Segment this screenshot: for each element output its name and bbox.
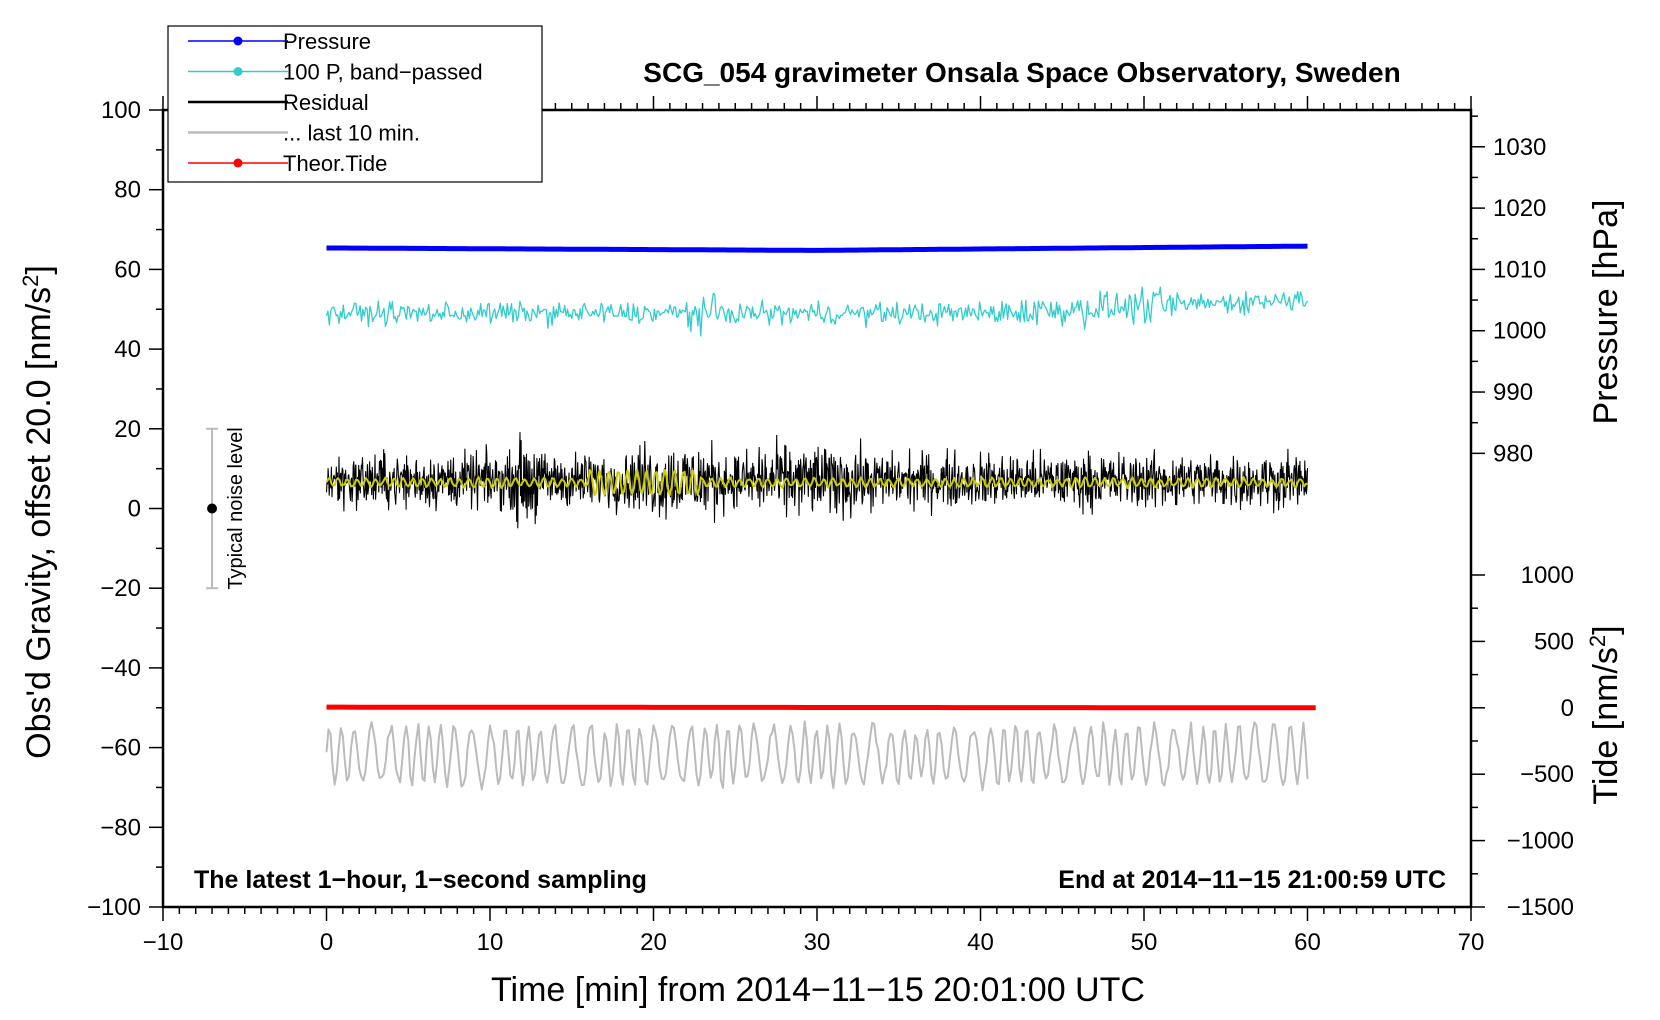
noise-level-label: Typical noise level: [225, 427, 247, 589]
ticks-layer: −10 0 10 20 30 40 50 60 70100806040200−20−40−60−…: [87, 96, 1574, 956]
y-tide-axis-label-close: ]: [1587, 625, 1625, 634]
y-pressure-tick-label: 1000: [1493, 318, 1546, 345]
x-tick-label: 30: [804, 929, 831, 956]
y-left-tick-label: −100: [87, 894, 141, 921]
y-pressure-tick-label: 980: [1493, 440, 1533, 467]
y-tide-tick-label: 1000: [1521, 562, 1574, 589]
y-tide-axis-label-text: Tide [nm/s: [1587, 647, 1625, 804]
y-tide-tick-label: −1000: [1507, 828, 1574, 855]
y-left-tick-label: 80: [114, 177, 141, 204]
x-tick-label: 20: [640, 929, 667, 956]
x-tick-label: 40: [967, 929, 994, 956]
note-end-time: End at 2014−11−15 21:00:59 UTC: [1058, 866, 1446, 894]
legend-label: Residual: [283, 90, 369, 115]
y-tide-tick-label: 0: [1561, 695, 1574, 722]
series-smoothed-residual-line: [325, 468, 1308, 497]
y-left-axis-label-sup: 2: [18, 275, 43, 287]
y-left-tick-label: −40: [100, 655, 141, 682]
series-layer: [325, 243, 1316, 792]
legend-label: ... last 10 min.: [283, 121, 420, 146]
legend-box: [167, 25, 543, 183]
x-axis-label: Time [min] from 2014−11−15 20:01:00 UTC: [491, 971, 1145, 1009]
y-tide-tick-label: −500: [1520, 761, 1574, 788]
y-left-axis-label: Obs'd Gravity, offset 20.0 [nm/s2]: [18, 265, 58, 759]
y-left-axis-label-text: Obs'd Gravity, offset 20.0 [nm/s: [20, 287, 58, 759]
y-left-axis-label-close: ]: [20, 265, 58, 274]
legend-label: Pressure: [283, 29, 371, 54]
series-last-10-min-line: [325, 720, 1309, 792]
y-left-tick-label: −20: [100, 575, 141, 602]
y-left-tick-label: 40: [114, 336, 141, 363]
series-theor-tide-line: [326, 704, 1316, 711]
y-left-tick-label: −80: [100, 814, 141, 841]
y-tide-axis-label-sup: 2: [1585, 635, 1610, 647]
x-tick-label: 0: [320, 929, 333, 956]
y-tide-axis-label: Tide [nm/s2]: [1585, 625, 1625, 804]
legend: Pressure 100 P, band−passed Residual ... la…: [167, 25, 543, 183]
noise-level-indicator: Typical noise level: [206, 427, 247, 590]
y-tide-tick-label: −1500: [1507, 894, 1574, 921]
y-left-tick-label: −60: [100, 735, 141, 762]
x-tick-label: 70: [1458, 929, 1485, 956]
y-pressure-tick-label: 990: [1493, 379, 1533, 406]
y-left-tick-label: 20: [114, 416, 141, 443]
series-pressure-line: [326, 243, 1308, 253]
chart-title: SCG_054 gravimeter Onsala Space Observat…: [643, 57, 1400, 88]
legend-label: Theor.Tide: [283, 151, 387, 176]
y-left-tick-label: 60: [114, 256, 141, 283]
legend-marker: [233, 158, 243, 168]
legend-marker: [233, 36, 243, 46]
x-tick-label: 10: [477, 929, 504, 956]
y-pressure-tick-label: 1020: [1493, 195, 1546, 222]
series-residual-line: [325, 431, 1309, 529]
y-left-tick-label: 100: [101, 97, 141, 124]
note-sampling: The latest 1−hour, 1−second sampling: [194, 866, 647, 894]
y-tide-tick-label: 500: [1534, 628, 1574, 655]
y-pressure-tick-label: 1030: [1493, 134, 1546, 161]
y-left-tick-label: 0: [128, 496, 141, 523]
x-tick-label: −10: [143, 929, 184, 956]
x-tick-label: 50: [1131, 929, 1158, 956]
noise-level-center-dot: [207, 503, 218, 514]
series-100p-bandpassed-line: [325, 286, 1309, 337]
legend-marker: [233, 67, 243, 76]
x-tick-label: 60: [1294, 929, 1321, 956]
legend-label: 100 P, band−passed: [283, 60, 483, 85]
y-pressure-axis-label: Pressure [hPa]: [1587, 200, 1625, 425]
y-pressure-tick-label: 1010: [1493, 256, 1546, 283]
